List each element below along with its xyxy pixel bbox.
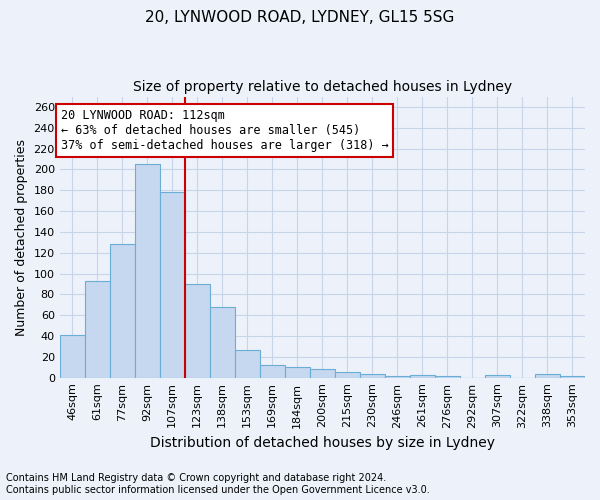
- Bar: [260, 365, 285, 378]
- Bar: [110, 244, 135, 378]
- Bar: [135, 164, 160, 378]
- Bar: [410, 374, 435, 378]
- Bar: [535, 374, 560, 378]
- Y-axis label: Number of detached properties: Number of detached properties: [15, 138, 28, 336]
- Text: Contains HM Land Registry data © Crown copyright and database right 2024.
Contai: Contains HM Land Registry data © Crown c…: [6, 474, 430, 495]
- Bar: [310, 370, 335, 378]
- Bar: [435, 376, 460, 378]
- Bar: [185, 284, 210, 378]
- Bar: [160, 192, 185, 378]
- Bar: [85, 281, 110, 378]
- Bar: [385, 376, 410, 378]
- Bar: [210, 307, 235, 378]
- Title: Size of property relative to detached houses in Lydney: Size of property relative to detached ho…: [133, 80, 512, 94]
- X-axis label: Distribution of detached houses by size in Lydney: Distribution of detached houses by size …: [150, 436, 495, 450]
- Bar: [560, 376, 585, 378]
- Bar: [485, 374, 510, 378]
- Bar: [335, 372, 360, 378]
- Bar: [59, 335, 85, 378]
- Text: 20, LYNWOOD ROAD, LYDNEY, GL15 5SG: 20, LYNWOOD ROAD, LYDNEY, GL15 5SG: [145, 10, 455, 25]
- Bar: [360, 374, 385, 378]
- Bar: [235, 350, 260, 378]
- Bar: [285, 368, 310, 378]
- Text: 20 LYNWOOD ROAD: 112sqm
← 63% of detached houses are smaller (545)
37% of semi-d: 20 LYNWOOD ROAD: 112sqm ← 63% of detache…: [61, 109, 389, 152]
